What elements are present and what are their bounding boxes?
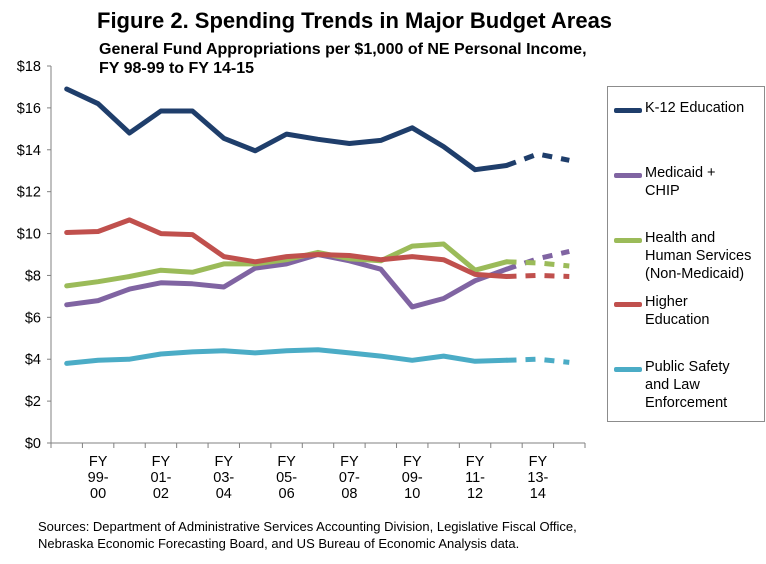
series-line-0 (64, 86, 509, 173)
legend-label-public-safety: Public Safety and Law Enforcement (645, 359, 730, 411)
y-tick-label: $4 (25, 352, 41, 368)
x-tick-label: FY 13-14 (527, 454, 548, 502)
chart-legend: K-12 Education Medicaid + CHIP Health an… (607, 86, 765, 422)
x-tick-label: FY 09-10 (402, 454, 423, 502)
legend-swatch-medicaid (614, 173, 642, 178)
source-note: Sources: Department of Administrative Se… (38, 518, 758, 552)
series-line-3 (64, 217, 509, 279)
chart-subtitle: General Fund Appropriations per $1,000 o… (99, 40, 679, 78)
series-line-4 (64, 347, 509, 366)
source-line-1: Sources: Department of Administrative Se… (38, 519, 577, 534)
series-line-2 (64, 241, 509, 289)
y-tick-label: $10 (17, 227, 41, 243)
series-line-1 (64, 252, 509, 310)
series-projection-line-0 (505, 151, 570, 168)
legend-label-k12: K-12 Education (645, 100, 745, 116)
x-tick-label: FY 03-04 (213, 454, 234, 502)
y-tick-label: $16 (17, 101, 41, 117)
series-projection-line-3 (506, 272, 570, 279)
line-chart: $0 $2 $4 $6 $8 $10 $12 $14 $16 $18 FY 99-00 FY 01-02 F… (17, 59, 586, 502)
y-tick-label: $12 (17, 185, 41, 201)
y-tick-label: $2 (25, 394, 41, 410)
chart-subtitle-line-2: FY 98-99 to FY 14-15 (99, 60, 255, 77)
legend-label-medicaid: Medicaid + CHIP (645, 165, 716, 199)
legend-swatch-public-safety (614, 367, 642, 372)
x-tick-label: FY 11-12 (465, 454, 485, 502)
legend-label-hhs: Health and Human Services (Non-Medicaid) (645, 230, 752, 282)
series-projection-line-4 (506, 356, 570, 365)
x-tick-label: FY 99-00 (88, 454, 109, 502)
legend-swatch-hhs (614, 238, 642, 243)
legend-label-higher-ed: Higher Education (645, 294, 710, 328)
x-tick-label: FY 05-06 (276, 454, 297, 502)
chart-title: Figure 2. Spending Trends in Major Budge… (97, 8, 613, 33)
source-line-2: Nebraska Economic Forecasting Board, and… (38, 536, 520, 551)
y-tick-label: $18 (17, 59, 41, 75)
y-tick-label: $8 (25, 268, 41, 284)
legend-swatch-k12 (614, 108, 642, 113)
y-tick-label: $6 (25, 310, 41, 326)
legend-swatch-higher-ed (614, 302, 642, 307)
chart-subtitle-line-1: General Fund Appropriations per $1,000 o… (99, 41, 587, 58)
y-tick-label: $14 (17, 143, 41, 159)
series-projection-line-2 (506, 259, 570, 269)
x-tick-label: FY 01-02 (150, 454, 171, 502)
x-tick-label: FY 07-08 (339, 454, 360, 502)
y-tick-label: $0 (25, 436, 41, 452)
